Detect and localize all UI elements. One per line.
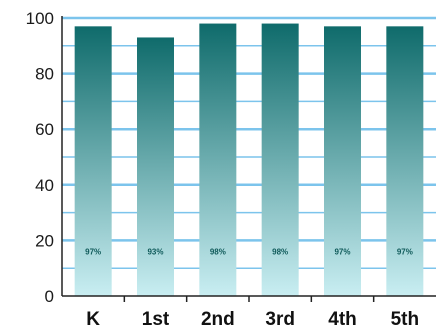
x-tick-label: 2nd <box>201 309 235 330</box>
x-tick-label: 3rd <box>265 309 295 330</box>
bar-3rd <box>261 23 299 297</box>
y-tick-label: 20 <box>35 231 54 250</box>
y-tick-label: 80 <box>35 65 54 84</box>
bar-1st <box>137 37 174 297</box>
x-tick-label: 1st <box>142 309 170 330</box>
labels: 97% K 93% 1st 98% 2nd 98% 3rd 97% 4th 97% 5th 0 20 40 6… <box>26 9 419 330</box>
bar-4th <box>324 26 361 297</box>
y-tick-label: 0 <box>45 287 54 306</box>
data-label: 97% <box>334 247 350 256</box>
y-tick-label: 100 <box>26 9 54 28</box>
x-tick-label: 4th <box>328 309 357 330</box>
grid-lines <box>62 16 436 269</box>
y-tick-label: 40 <box>35 176 54 195</box>
data-label: 97% <box>85 247 101 256</box>
x-tick-label: K <box>86 309 100 330</box>
data-label: 97% <box>397 247 413 256</box>
data-label: 98% <box>272 247 288 256</box>
bar-K <box>74 26 112 297</box>
bar-5th <box>386 26 424 297</box>
x-tick-label: 5th <box>391 309 420 330</box>
data-label: 98% <box>210 247 226 256</box>
data-label: 93% <box>147 247 163 256</box>
bar-2nd <box>199 23 237 297</box>
y-tick-label: 60 <box>35 120 54 139</box>
bars <box>74 23 424 297</box>
axes <box>61 16 436 302</box>
